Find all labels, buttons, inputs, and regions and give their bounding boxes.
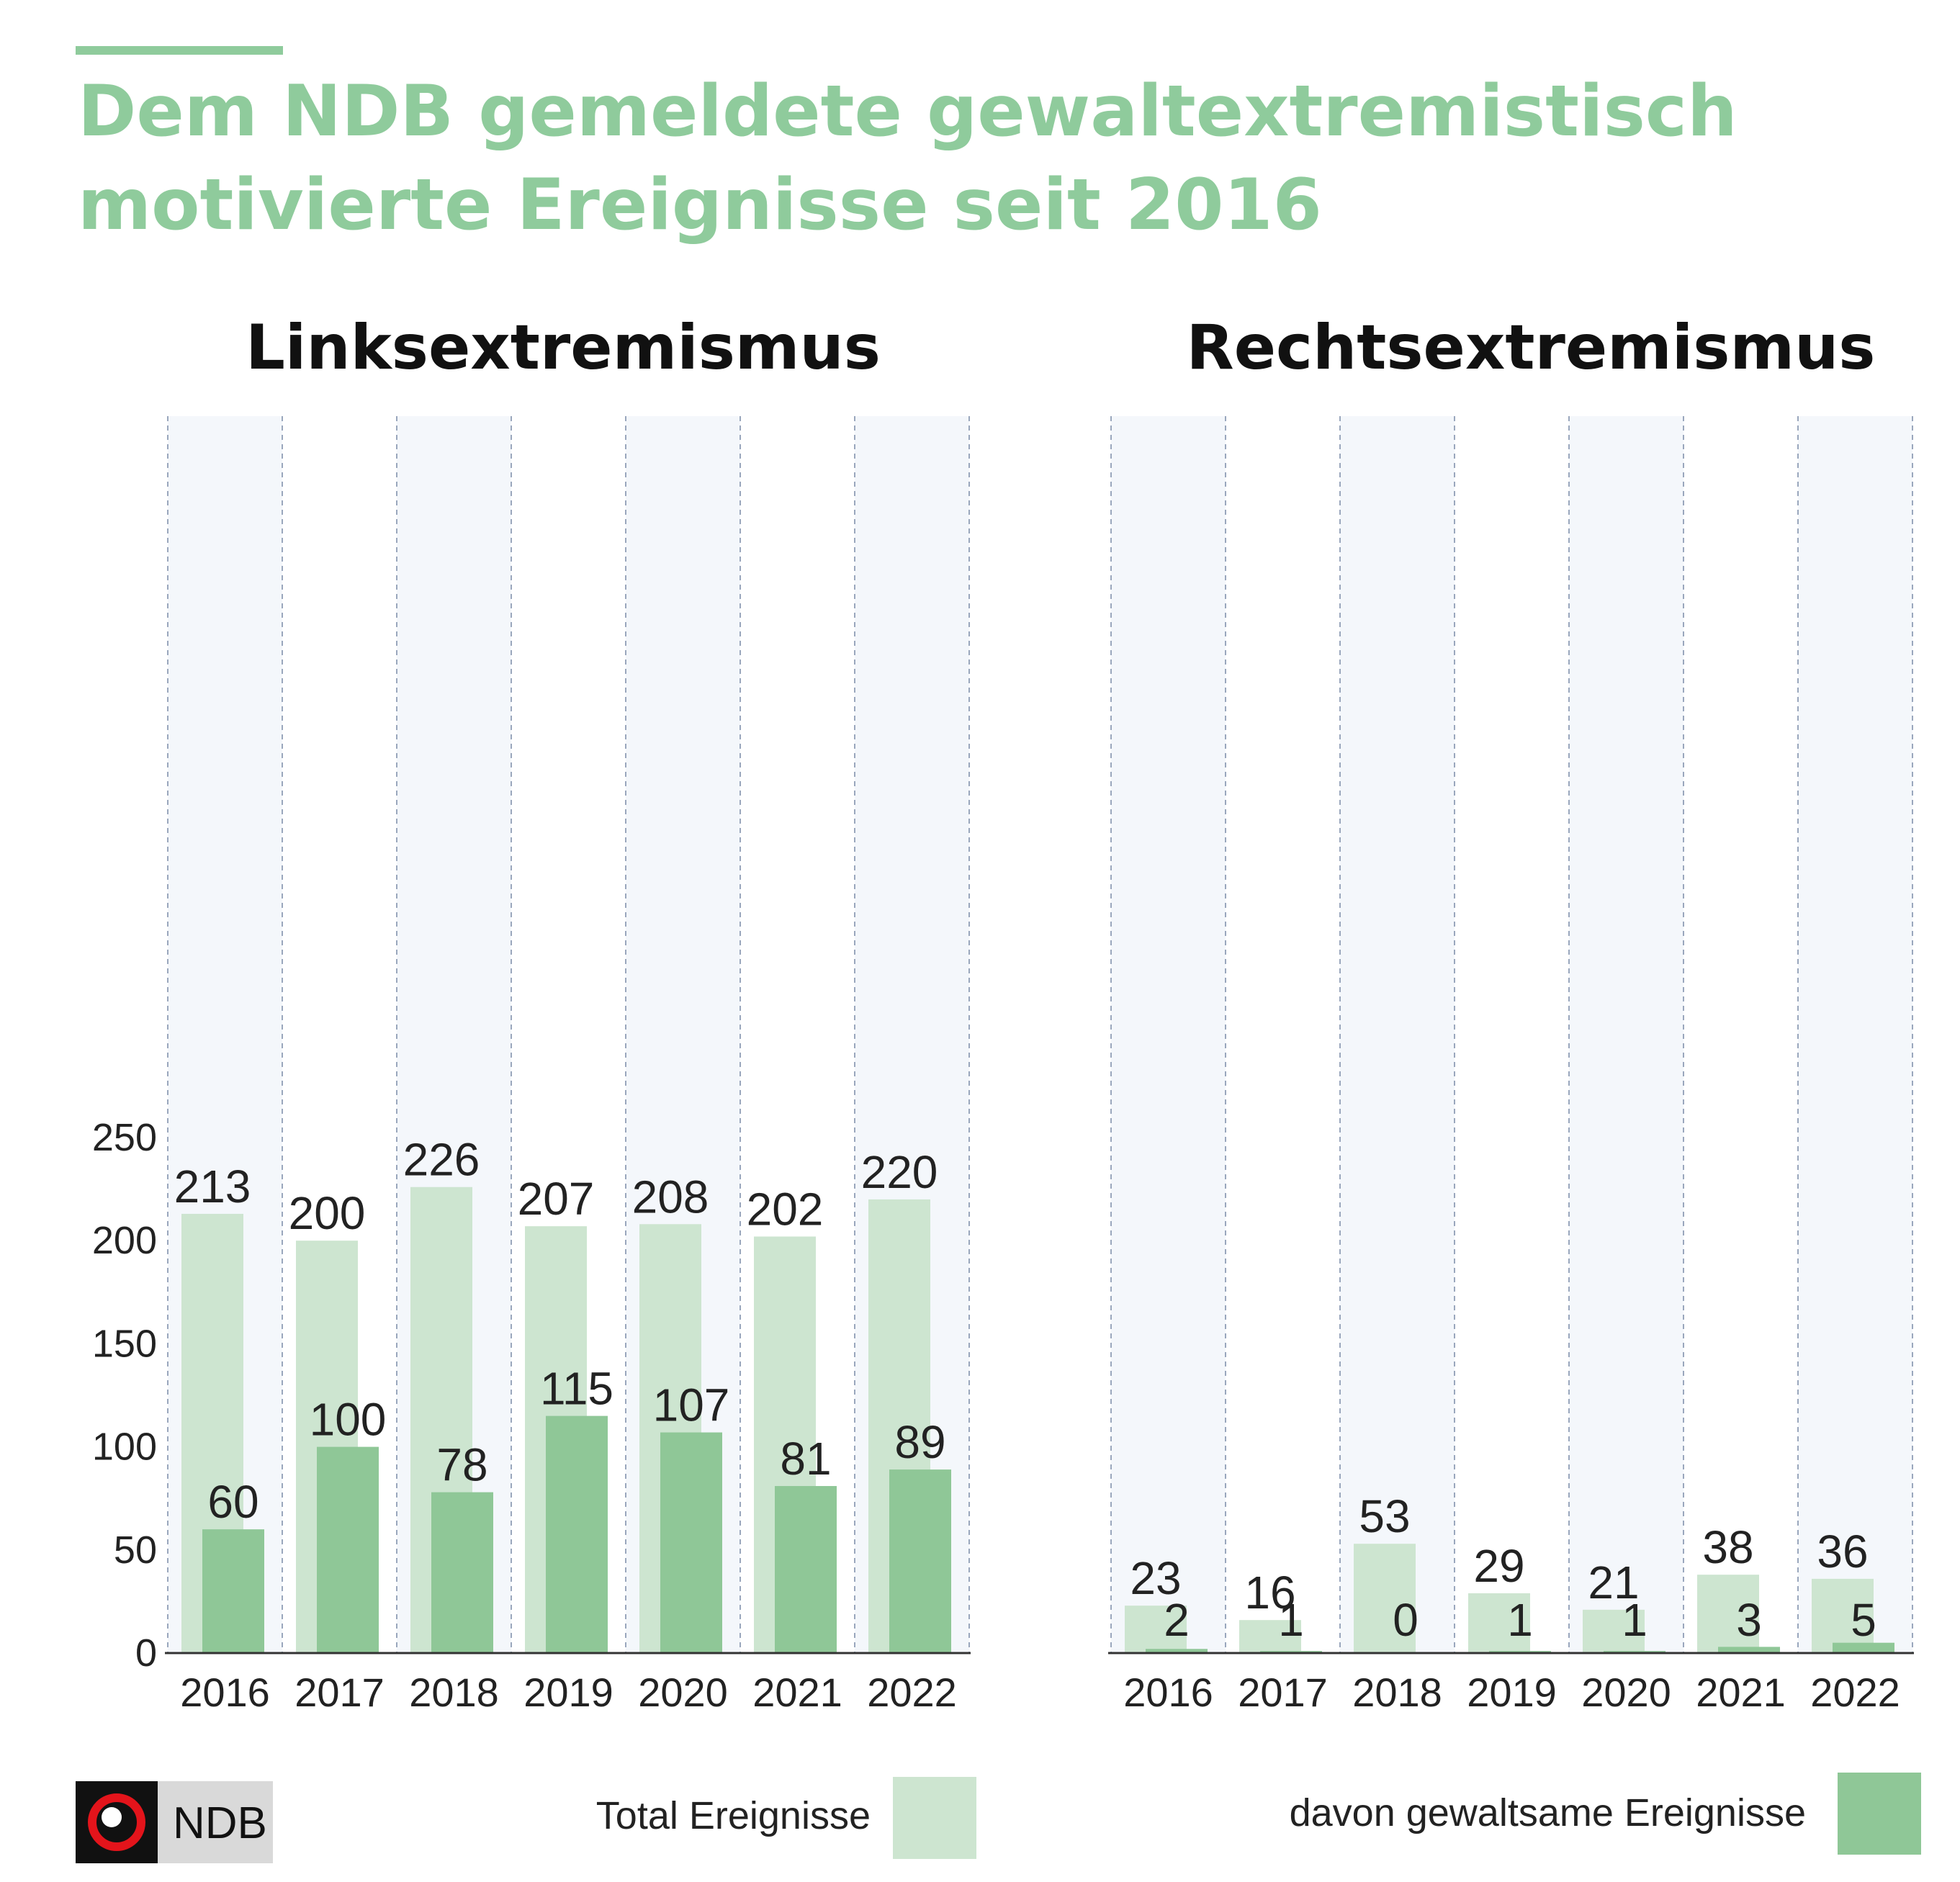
x-tick-label-2020: 2020: [638, 1670, 728, 1715]
value-label-violent-2019: 115: [540, 1363, 613, 1415]
bar-total-2021: [1697, 1575, 1759, 1653]
panel-title-rechtsextremismus: Rechtsextremismus: [1186, 312, 1875, 384]
value-label-violent-2019: 1: [1507, 1594, 1533, 1646]
y-tick-label-150: 150: [92, 1322, 157, 1365]
bar-violent-2021: [1718, 1647, 1780, 1653]
value-label-total-2018: 53: [1359, 1490, 1410, 1542]
eye-icon: [88, 1793, 145, 1851]
x-tick-label-2018: 2018: [1352, 1670, 1442, 1715]
value-label-total-2022: 36: [1817, 1526, 1868, 1577]
background-band: [1340, 416, 1455, 1653]
value-label-total-2020: 21: [1588, 1557, 1639, 1608]
bar-violent-2018: [431, 1492, 493, 1653]
x-tick-label-2022: 2022: [867, 1670, 957, 1715]
bar-violent-2016: [1146, 1649, 1208, 1653]
legend-label-violent: davon gewaltsame Ereignisse: [1290, 1791, 1806, 1834]
value-label-total-2017: 200: [289, 1187, 366, 1239]
value-label-total-2021: 202: [747, 1183, 824, 1235]
bar-violent-2021: [775, 1486, 837, 1653]
value-label-violent-2021: 81: [780, 1433, 831, 1485]
value-label-total-2016: 23: [1130, 1552, 1181, 1604]
bar-violent-2020: [660, 1432, 722, 1653]
chart-title-line-2: motivierte Ereignisse seit 2016: [78, 164, 1322, 246]
logo-text: NDB: [173, 1798, 267, 1848]
value-label-violent-2022: 5: [1851, 1594, 1876, 1646]
bar-violent-2016: [202, 1529, 264, 1653]
x-tick-label-2017: 2017: [295, 1670, 385, 1715]
legend-swatch-violent: [1838, 1773, 1921, 1855]
bar-total-2022: [1812, 1578, 1874, 1653]
x-tick-label-2016: 2016: [180, 1670, 270, 1715]
x-tick-label-2017: 2017: [1238, 1670, 1328, 1715]
value-label-total-2016: 213: [174, 1161, 251, 1212]
value-label-violent-2017: 100: [310, 1394, 387, 1446]
value-label-total-2019: 207: [518, 1173, 595, 1225]
legend-swatch-total: [893, 1777, 976, 1859]
bar-violent-2022: [1833, 1642, 1894, 1653]
x-tick-label-2019: 2019: [1467, 1670, 1557, 1715]
value-label-total-2017: 16: [1244, 1567, 1295, 1618]
value-label-violent-2020: 107: [653, 1379, 730, 1431]
value-label-total-2020: 208: [632, 1171, 709, 1223]
value-label-violent-2022: 89: [894, 1416, 945, 1468]
bar-violent-2017: [317, 1446, 379, 1653]
x-tick-label-2022: 2022: [1810, 1670, 1900, 1715]
x-tick-label-2020: 2020: [1581, 1670, 1671, 1715]
value-label-violent-2018: 0: [1393, 1594, 1419, 1646]
panel-title-linksextremismus: Linksextremismus: [246, 312, 881, 384]
title-accent-bar: [76, 46, 283, 55]
bar-total-2018: [1354, 1544, 1416, 1653]
value-label-total-2022: 220: [861, 1146, 938, 1198]
panel-rechtsextremismus: 2322016161201753020182912019211202038320…: [1108, 416, 1914, 1715]
y-tick-label-200: 200: [92, 1219, 157, 1262]
legend: Total Ereignisse davon gewaltsame Ereign…: [596, 1773, 1921, 1859]
chart-title-line-1: Dem NDB gemeldete gewaltextremistisch: [78, 71, 1738, 153]
bar-total-2019: [1468, 1593, 1530, 1653]
value-label-violent-2021: 3: [1736, 1594, 1762, 1646]
background-band: [1111, 416, 1226, 1653]
x-tick-label-2021: 2021: [752, 1670, 842, 1715]
panel-linksextremismus: 213 60 2016 200 100 2017 226 78 2018 207 115 2019 20…: [92, 416, 971, 1715]
value-label-total-2018: 226: [403, 1134, 480, 1186]
value-label-violent-2016: 60: [207, 1476, 259, 1528]
x-tick-label-2016: 2016: [1123, 1670, 1213, 1715]
background-band: [1798, 416, 1912, 1653]
bar-violent-2019: [546, 1415, 608, 1653]
x-tick-label-2019: 2019: [523, 1670, 613, 1715]
y-tick-label-50: 50: [114, 1528, 157, 1572]
bar-total-2016: [1125, 1606, 1187, 1653]
y-tick-label-0: 0: [135, 1631, 157, 1675]
y-tick-label-250: 250: [92, 1116, 157, 1159]
bar-violent-2022: [889, 1469, 951, 1653]
value-label-violent-2016: 2: [1164, 1594, 1190, 1646]
bar-total-2017: [1239, 1620, 1301, 1653]
eye-pupil-icon: [102, 1807, 122, 1827]
value-label-total-2021: 38: [1702, 1521, 1753, 1573]
background-band: [1569, 416, 1683, 1653]
bar-total-2020: [1583, 1609, 1645, 1653]
ndb-logo: NDB: [76, 1781, 273, 1863]
value-label-violent-2017: 1: [1278, 1594, 1304, 1646]
legend-label-total: Total Ereignisse: [596, 1794, 871, 1837]
x-tick-label-2021: 2021: [1696, 1670, 1786, 1715]
y-tick-label-100: 100: [92, 1426, 157, 1469]
value-label-violent-2018: 78: [436, 1439, 487, 1491]
value-label-violent-2020: 1: [1622, 1594, 1647, 1646]
value-label-total-2019: 29: [1473, 1540, 1524, 1592]
x-tick-label-2018: 2018: [409, 1670, 499, 1715]
